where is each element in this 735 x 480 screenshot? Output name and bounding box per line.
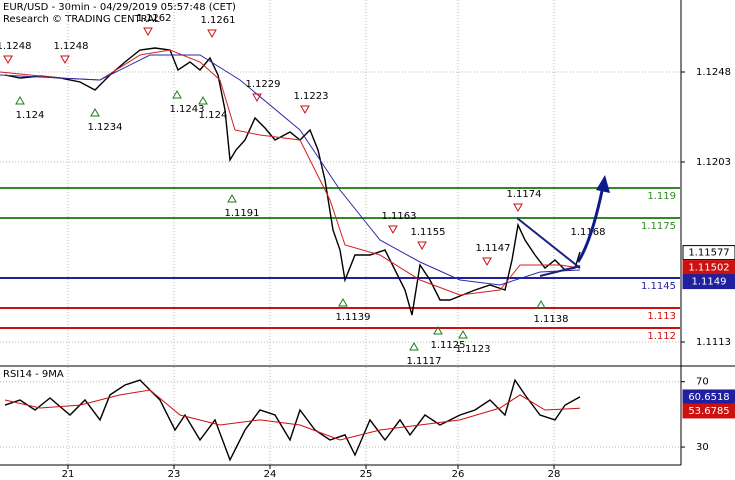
pivot-low-marker xyxy=(458,329,468,339)
last-value-label: 1.11502 xyxy=(688,263,729,274)
rsi-title: RSI14 - 9MA xyxy=(3,369,64,380)
chart-subtitle: Research © TRADING CENTRAL xyxy=(3,14,160,25)
pivot-label: 1.1139 xyxy=(336,312,371,323)
x-tick-label: 21 xyxy=(62,469,75,480)
pivot-label: 1.1248 xyxy=(0,41,32,52)
pivot-label: 1.1155 xyxy=(411,227,446,238)
x-tick-label: 24 xyxy=(264,469,277,480)
y-tick-label: 1.1203 xyxy=(696,157,731,168)
pivot-label: 1.1261 xyxy=(201,15,236,26)
pivot-low-marker xyxy=(433,325,443,335)
arrow-head xyxy=(596,175,610,193)
series-line xyxy=(4,47,581,316)
last-value-label: 53.6785 xyxy=(688,406,729,417)
pivot-label: 1.1117 xyxy=(407,356,442,367)
pivot-high-marker xyxy=(482,257,492,267)
trend-line xyxy=(516,217,581,269)
pivot-label: 1.1248 xyxy=(54,41,89,52)
pivot-label: 1.1191 xyxy=(225,208,260,219)
pivot-label: 1.1138 xyxy=(534,314,569,325)
x-tick-label: 25 xyxy=(360,469,373,480)
pivot-label: 1.1174 xyxy=(507,189,542,200)
pivot-high-marker xyxy=(60,55,70,65)
trend-line xyxy=(539,265,581,277)
last-value-box xyxy=(682,274,735,290)
forecast-arrow xyxy=(576,185,605,263)
x-tick-label: 26 xyxy=(452,469,465,480)
pivot-high-marker xyxy=(252,93,262,103)
pivot-low-marker xyxy=(536,299,546,309)
series-line xyxy=(4,389,581,441)
last-value-box xyxy=(682,403,735,419)
level-label: 1.119 xyxy=(647,191,676,202)
level-label: 1.1175 xyxy=(641,221,676,232)
x-tick-label: 23 xyxy=(168,469,181,480)
pivot-label: 1.1125 xyxy=(431,340,466,351)
last-value-box xyxy=(682,245,735,261)
series-line xyxy=(0,54,581,286)
pivot-label: 1.1262 xyxy=(137,13,172,24)
last-value-label: 1.11577 xyxy=(688,248,729,259)
pivot-high-marker xyxy=(513,203,523,213)
level-label: 1.113 xyxy=(647,311,676,322)
series-line xyxy=(4,378,581,462)
pivot-low-marker xyxy=(227,193,237,203)
pivot-low-marker xyxy=(90,107,100,117)
pivot-label: 1.1243 xyxy=(170,104,205,115)
pivot-low-marker xyxy=(409,341,419,351)
y-tick-label: 30 xyxy=(696,442,709,453)
last-value-label: 1.1149 xyxy=(692,277,727,288)
pivot-low-marker xyxy=(198,95,208,105)
pivot-high-marker xyxy=(417,241,427,251)
last-value-label: 60.6518 xyxy=(688,392,729,403)
x-tick-label: 28 xyxy=(548,469,561,480)
pivot-high-marker xyxy=(300,105,310,115)
pivot-high-marker xyxy=(388,225,398,235)
pivot-high-marker xyxy=(3,55,13,65)
pivot-high-marker xyxy=(143,27,153,37)
pivot-label: 1.1123 xyxy=(456,344,491,355)
annotation: 1.1168 xyxy=(571,227,606,238)
pivot-label: 1.1163 xyxy=(382,211,417,222)
y-tick-label: 70 xyxy=(696,377,709,388)
pivot-label: 1.1223 xyxy=(294,91,329,102)
chart-title: EUR/USD - 30min - 04/29/2019 05:57:48 (C… xyxy=(3,2,236,13)
pivot-low-marker xyxy=(338,297,348,307)
pivot-label: 1.1229 xyxy=(246,79,281,90)
pivot-label: 1.124 xyxy=(199,110,228,121)
y-tick-label: 1.1113 xyxy=(696,337,731,348)
pivot-label: 1.1147 xyxy=(476,243,511,254)
y-tick-label: 1.1248 xyxy=(696,67,731,78)
series-line xyxy=(0,49,581,296)
pivot-label: 1.124 xyxy=(16,110,45,121)
pivot-low-marker xyxy=(15,95,25,105)
level-label: 1.1145 xyxy=(641,281,676,292)
drawing-tools xyxy=(516,175,610,277)
pivot-label: 1.1234 xyxy=(88,122,123,133)
pivot-low-marker xyxy=(172,89,182,99)
level-label: 1.112 xyxy=(647,331,676,342)
pivot-high-marker xyxy=(207,29,217,39)
